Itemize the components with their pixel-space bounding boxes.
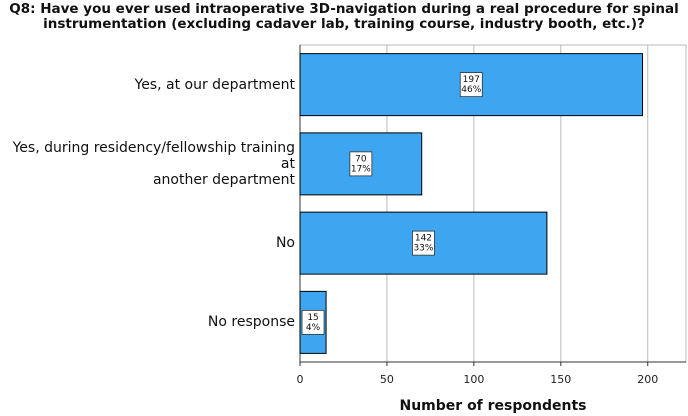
x-tick-label: 50 xyxy=(380,373,394,386)
x-axis-title: Number of respondents xyxy=(400,398,587,414)
x-tick-label: 200 xyxy=(637,373,658,386)
label-box xyxy=(459,72,483,98)
chart-title: Q8: Have you ever used intraoperative 3D… xyxy=(9,1,679,32)
percent-label: 46% xyxy=(461,85,481,95)
y-tick-label: Yes, at our department xyxy=(134,76,296,93)
value-label: 15 xyxy=(307,313,318,323)
label-box xyxy=(301,309,325,335)
percent-label: 4% xyxy=(306,323,321,333)
value-label: 142 xyxy=(415,234,432,244)
value-label: 70 xyxy=(355,154,367,164)
y-tick-label: No response xyxy=(207,314,295,331)
x-tick-label: 100 xyxy=(463,373,484,386)
label-box xyxy=(412,230,435,256)
x-tick-label: 0 xyxy=(297,373,304,386)
value-label: 197 xyxy=(463,75,480,85)
percent-label: 17% xyxy=(351,164,371,174)
x-tick-label: 150 xyxy=(550,373,571,386)
percent-label: 33% xyxy=(413,244,433,254)
y-tick-label: Yes, during residency/fellowship trainin… xyxy=(12,139,295,188)
y-tick-label: No xyxy=(275,235,295,252)
label-box xyxy=(349,151,373,177)
